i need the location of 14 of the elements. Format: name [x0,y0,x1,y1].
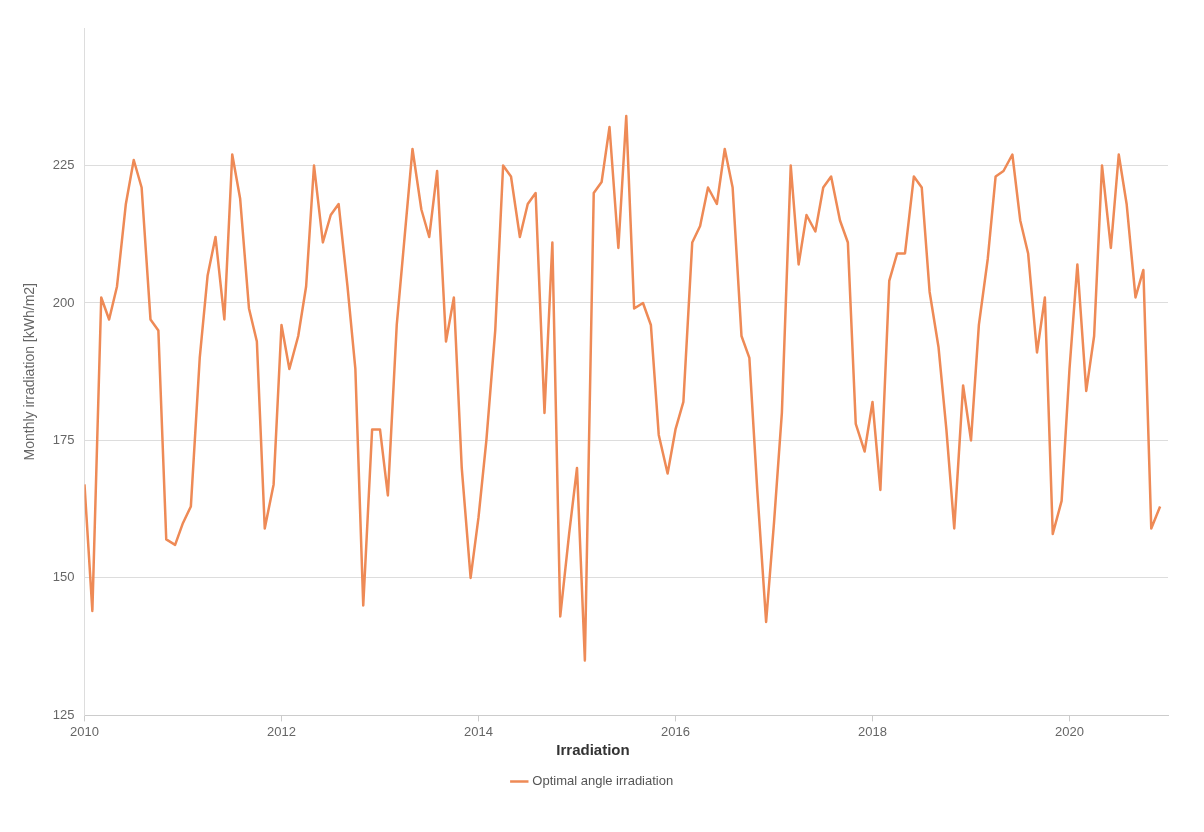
x-tick-label: 2018 [858,723,887,739]
y-tick-label: 225 [52,157,75,173]
y-tick-label: 175 [52,432,75,448]
x-tick-label: 2016 [661,723,690,739]
x-tick-label: 2010 [70,723,99,739]
y-tick-label: 200 [52,294,75,310]
x-tick-label: 2020 [1055,723,1084,739]
y-axis-title: Monthly irradiation [kWh/m2] [21,283,38,461]
x-tick-label: 2014 [464,723,493,739]
legend-title: Irradiation [556,740,630,758]
x-tick-label: 2012 [267,723,296,739]
y-tick-label: 125 [52,706,75,722]
legend-label: Optimal angle irradiation [532,773,674,789]
y-tick-label: 150 [52,569,75,585]
